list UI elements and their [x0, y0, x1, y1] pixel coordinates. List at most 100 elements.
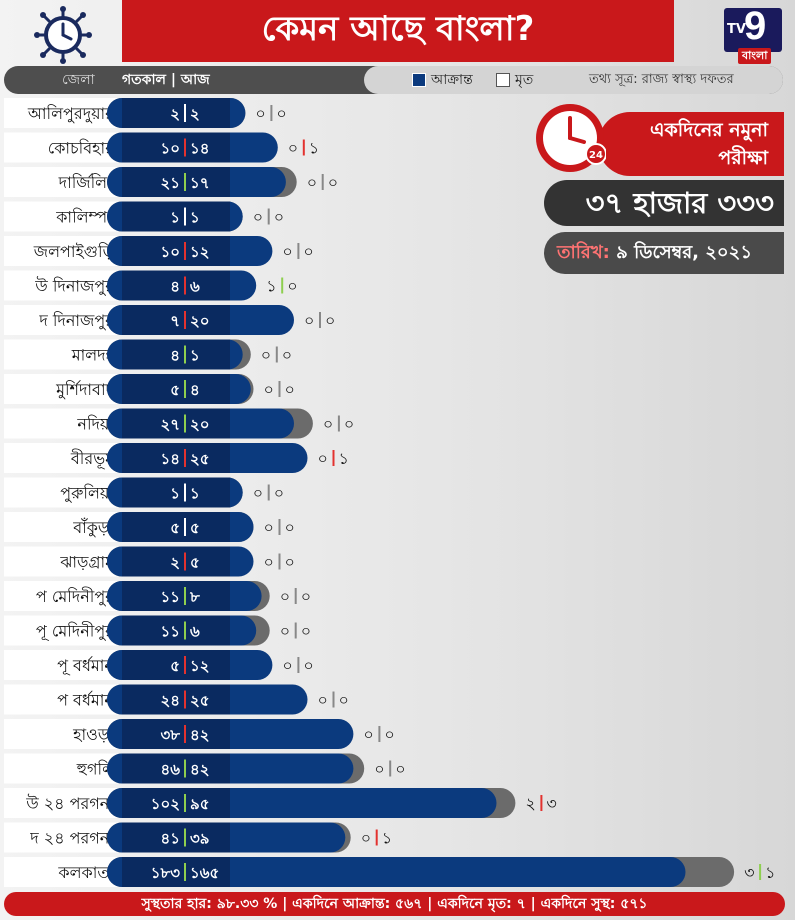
daily-tests-panel: একদিনের নমুনা পরীক্ষা 24 ৩৭ হাজার ৩৩৩ তা… [534, 102, 784, 282]
dead-divider [332, 450, 335, 466]
today-value: ১২ [190, 243, 210, 261]
value-box [122, 339, 230, 370]
dead-today-value: ০ [285, 553, 295, 572]
dead-yesterday-value: ০ [264, 380, 274, 399]
trend-divider [184, 380, 186, 398]
value-box [122, 719, 230, 749]
dead-today-value: ১ [382, 829, 392, 848]
today-value: ৯৫ [190, 795, 209, 813]
dead-divider [294, 622, 297, 639]
dead-today-value: ০ [276, 104, 286, 123]
district-label-box [4, 408, 118, 439]
date-value: ৯ ডিসেম্বর, ২০২১ [616, 242, 752, 263]
trend-divider [184, 725, 186, 743]
yesterday-value: ১৮৩ [151, 864, 180, 882]
value-box [122, 167, 230, 197]
tv9-bangla-logo: TV 9 বাংলা [724, 4, 782, 64]
trend-divider [184, 587, 186, 605]
chart-row: হাওড়া ৩৮ ৪২ ০ ০ [4, 719, 395, 749]
dead-today-value: ০ [274, 484, 284, 503]
district-label-box [4, 201, 118, 232]
logo-bangla-text: বাংলা [738, 48, 772, 64]
district-label-box [4, 374, 118, 404]
logo-nine-text: 9 [744, 4, 767, 48]
value-box [122, 477, 230, 508]
trend-divider [184, 173, 186, 191]
dead-divider [281, 277, 284, 294]
district-column-label: জেলা [62, 72, 95, 88]
today-value: ৩৯ [190, 830, 210, 848]
today-value: ১৪ [190, 140, 209, 158]
district-label: পূ মেদিনীপুর [36, 622, 115, 642]
dead-divider [759, 864, 762, 880]
district-label-box [4, 788, 118, 818]
today-value: ২০ [190, 416, 210, 434]
district-label-box [4, 684, 118, 715]
dead-today-value: ০ [287, 277, 297, 296]
yesterday-value: ১০ [161, 243, 181, 261]
dead-divider [278, 553, 281, 570]
yesterday-value: ১০ [161, 140, 181, 158]
today-value: ১৬৫ [190, 864, 219, 882]
dead-yesterday-value: ০ [288, 139, 298, 158]
trend-divider [184, 690, 186, 709]
logo-tv-text: TV [727, 22, 746, 37]
dead-yesterday-value: ০ [282, 242, 292, 261]
trend-divider [184, 794, 186, 812]
today-value: ২৫ [190, 692, 210, 710]
tests-value: ৩৭ হাজার ৩৩৩ [544, 180, 784, 226]
value-box [122, 408, 230, 439]
district-label-box [4, 719, 118, 749]
legend-dead-label: মৃত [515, 72, 534, 88]
value-box [122, 236, 230, 266]
today-value: ২০ [190, 312, 210, 330]
yesterday-value: ৭ [170, 312, 180, 330]
dead-yesterday-value: ০ [261, 346, 271, 365]
dead-today-value: ০ [282, 346, 292, 365]
yesterday-value: ১০২ [151, 795, 180, 813]
dead-yesterday-value: ০ [255, 104, 265, 123]
dead-yesterday-value: ০ [253, 208, 263, 227]
district-label: উ দিনাজপুর [34, 277, 115, 296]
value-box [122, 753, 230, 784]
dead-yesterday-value: ০ [363, 725, 373, 744]
today-value: ৪ [190, 381, 200, 399]
district-label: দ ২৪ পরগনা [29, 829, 114, 848]
value-box [122, 374, 230, 404]
district-label: বীরভূম [70, 449, 115, 469]
today-value: ৫ [190, 519, 200, 537]
dead-divider [378, 726, 381, 742]
trend-divider [184, 242, 186, 260]
yesterday-value: ৪ [170, 278, 180, 296]
trend-divider [184, 138, 186, 157]
dead-divider [540, 795, 543, 811]
district-label-box [4, 236, 118, 266]
district-label: কলকাতা [57, 863, 114, 882]
chart-row: দার্জিলিং ২১ ১৭ ০ ০ [4, 167, 338, 197]
dead-divider [302, 139, 305, 156]
district-label-box [4, 822, 118, 853]
legend: আক্রান্ত মৃত তথ্য সূত্র: রাজ্য স্বাস্থ্য… [364, 66, 783, 94]
district-label-box [4, 615, 118, 646]
trend-divider [184, 311, 186, 329]
district-label: মুর্শিদাবাদ [55, 380, 115, 399]
dead-yesterday-value: ০ [307, 173, 317, 192]
dead-yesterday-value: ২ [525, 794, 535, 813]
district-label: দ দিনাজপুর [38, 311, 115, 330]
value-box [122, 132, 230, 163]
district-label: মালদহ [71, 346, 116, 365]
district-label-box [4, 546, 118, 577]
value-box [122, 305, 230, 335]
yesterday-value: ৪ [170, 347, 180, 365]
trend-divider [184, 552, 186, 571]
dead-yesterday-value: ০ [264, 518, 274, 537]
dead-divider [267, 484, 270, 501]
value-box [122, 98, 230, 128]
tests-label: একদিনের নমুনা পরীক্ষা [598, 112, 784, 176]
chart-row: প বর্ধমান ২৪ ২৫ ০ ০ [4, 684, 349, 715]
chart-row: প মেদিনীপুর ১১ ৮ ০ ০ [4, 581, 311, 611]
value-box [122, 857, 230, 887]
district-label: হাওড়া [72, 725, 114, 744]
today-bar [107, 857, 686, 887]
trend-divider [184, 656, 186, 674]
